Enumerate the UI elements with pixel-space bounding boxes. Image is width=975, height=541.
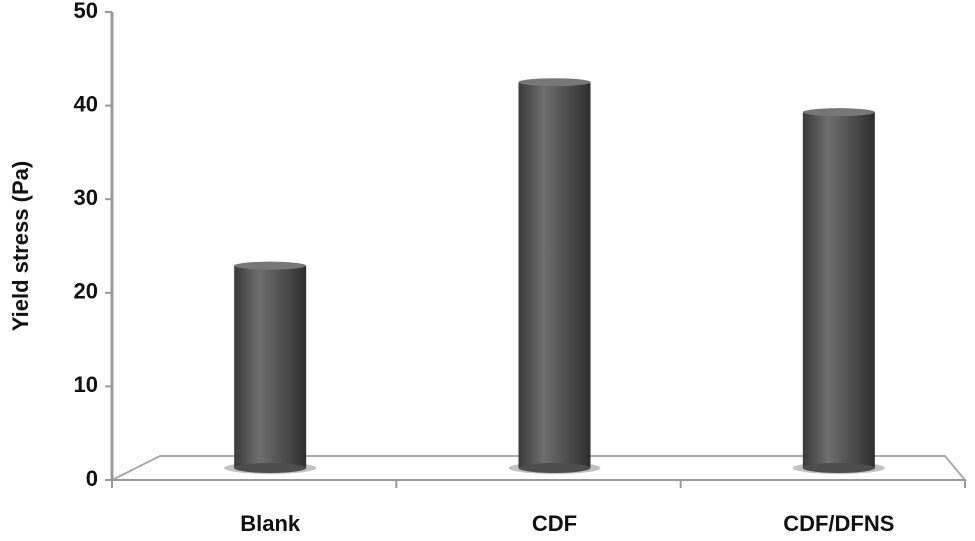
y-tick-label: 20 bbox=[74, 279, 98, 304]
x-tick-label: Blank bbox=[240, 511, 301, 536]
bar bbox=[234, 265, 307, 468]
y-tick-label: 10 bbox=[74, 372, 98, 397]
y-axis-label: Yield stress (Pa) bbox=[8, 161, 33, 331]
bar bbox=[802, 112, 875, 468]
y-tick-label: 50 bbox=[74, 0, 98, 23]
bar-top bbox=[802, 108, 875, 117]
x-tick-label: CDF bbox=[532, 511, 577, 536]
y-tick-label: 0 bbox=[86, 466, 98, 491]
bar-base bbox=[518, 463, 591, 473]
bar-top bbox=[234, 261, 307, 270]
bar bbox=[518, 82, 591, 468]
x-tick-label: CDF/DFNS bbox=[783, 511, 894, 536]
bar-base bbox=[802, 463, 875, 473]
bar-base bbox=[234, 463, 307, 473]
y-tick-label: 40 bbox=[74, 91, 98, 116]
y-tick-label: 30 bbox=[74, 185, 98, 210]
bar-top bbox=[518, 78, 591, 87]
